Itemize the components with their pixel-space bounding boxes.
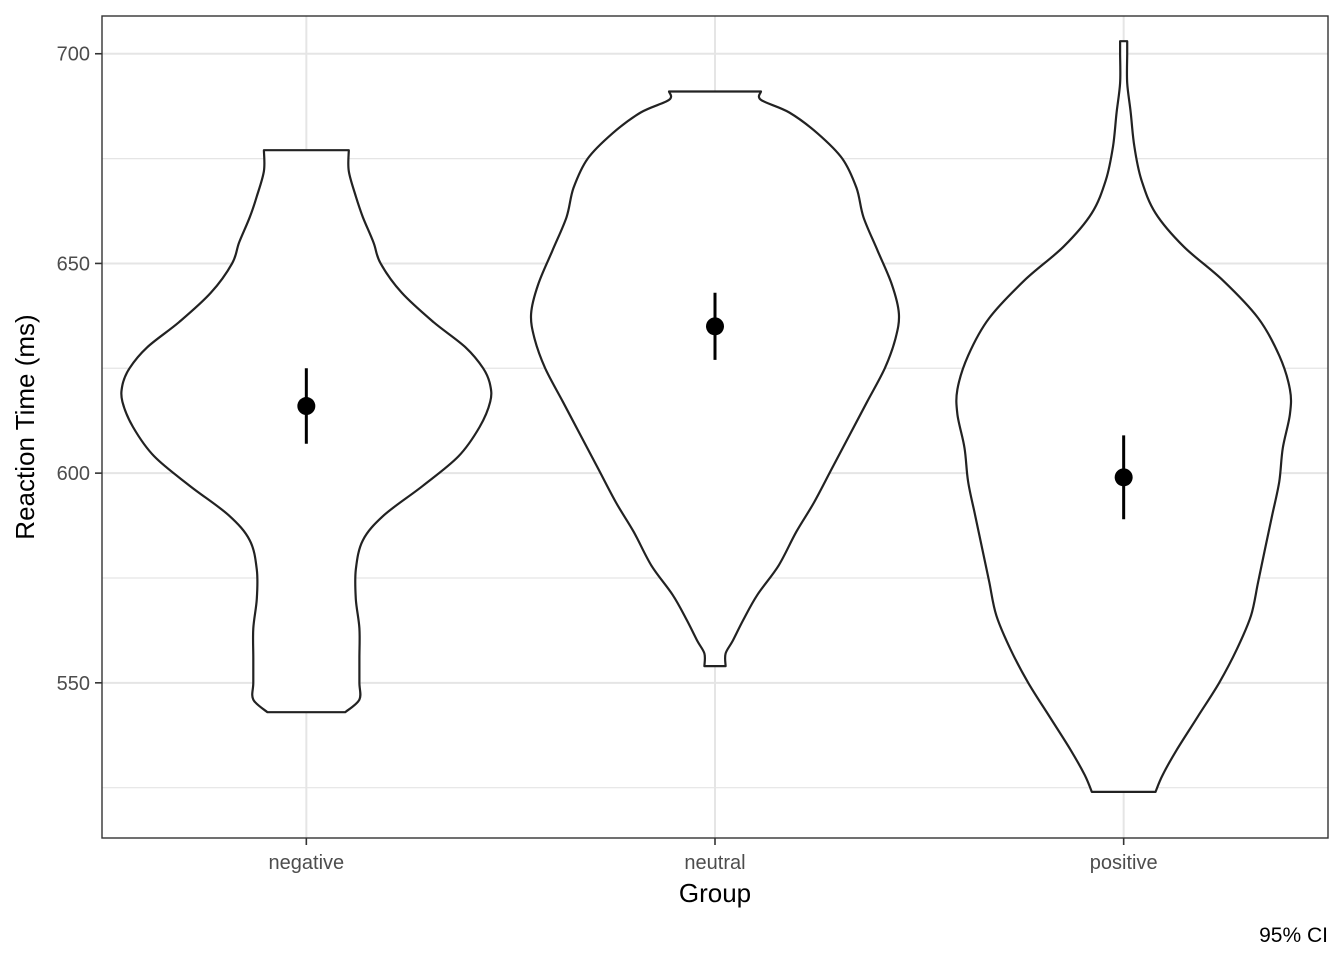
x-tick-label-neutral: neutral (684, 852, 745, 874)
y-tick-label: 600 (57, 463, 90, 485)
violin-neutral (529, 90, 901, 668)
mean-point-negative (297, 397, 316, 416)
x-axis-title: Group (679, 878, 751, 908)
y-tick-label: 700 (57, 44, 90, 66)
x-tick-label-positive: positive (1090, 852, 1158, 874)
y-tick-label: 550 (57, 673, 90, 695)
violin-positive (955, 40, 1293, 793)
x-tick-label-negative: negative (269, 852, 345, 874)
summary-points (297, 292, 1133, 520)
y-tick-label: 650 (57, 253, 90, 275)
x-axis: negative neutral positive (269, 838, 1158, 874)
mean-point-neutral (706, 317, 724, 336)
y-axis-title: Reaction Time (ms) (10, 314, 40, 539)
mean-point-positive (1114, 468, 1133, 487)
chart-caption: 95% CI (1259, 924, 1328, 947)
y-axis: 550 600 650 700 (57, 44, 102, 695)
